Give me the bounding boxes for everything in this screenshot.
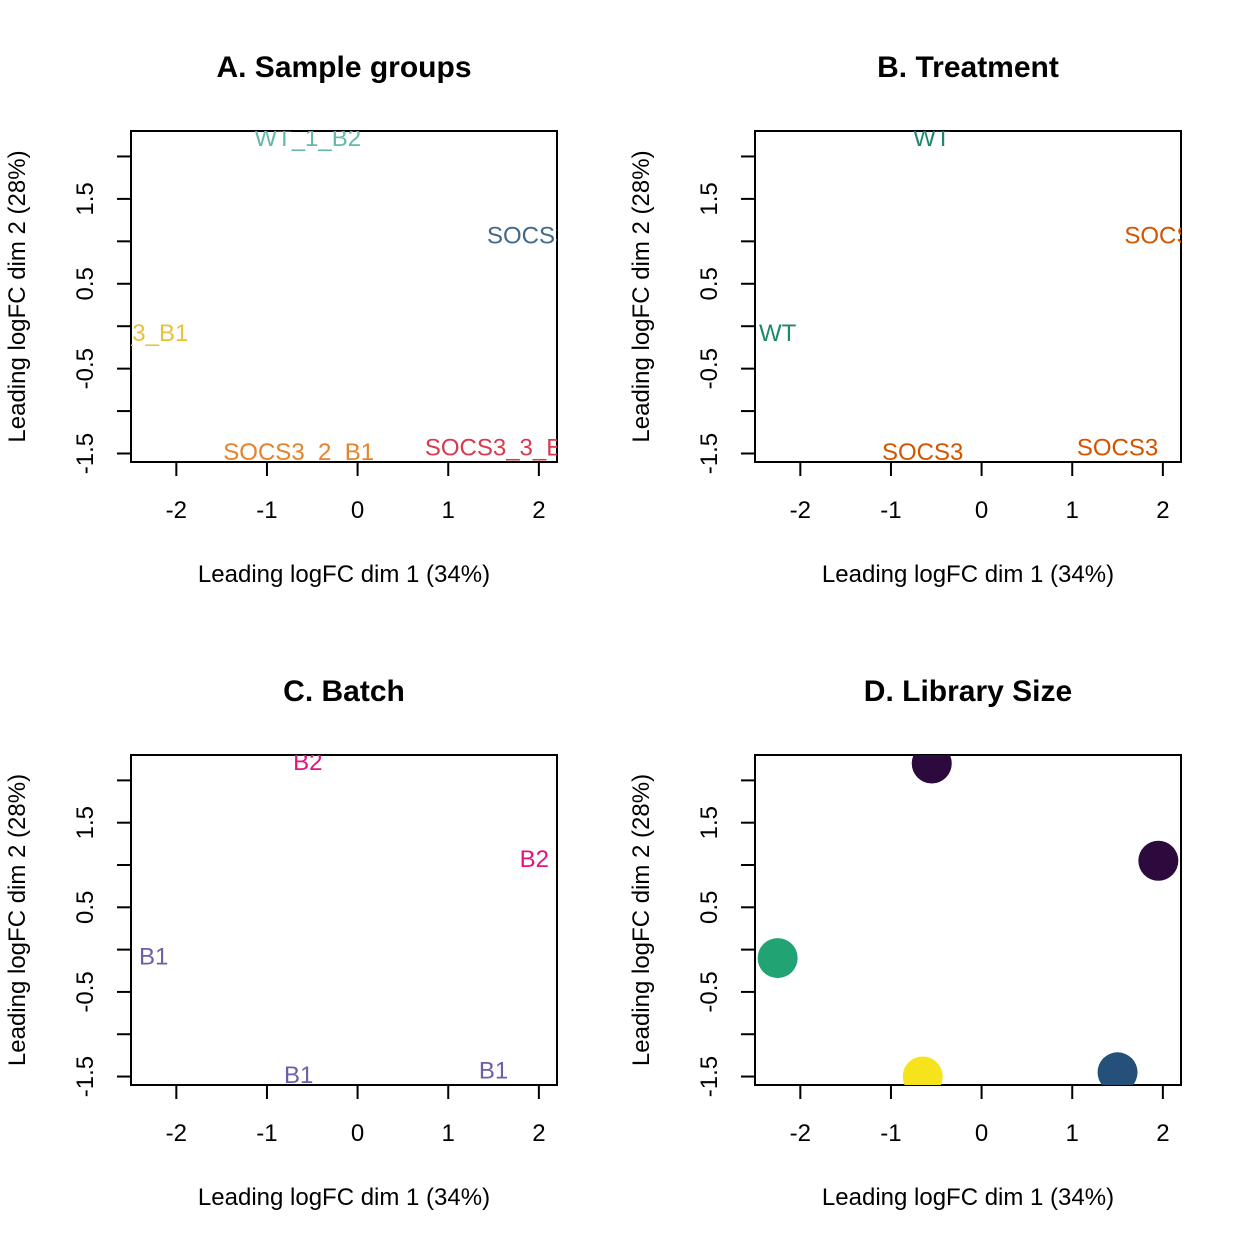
y-tick-label: -0.5 [696, 971, 723, 1012]
point-label: _3_B1 [118, 320, 188, 347]
y-tick-label: 1.5 [696, 806, 723, 839]
y-tick-label: 0.5 [72, 267, 99, 300]
chart-panel-3: C. Batch -2 -1 0 1 2 -1.5 -0.5 0.5 1.5 Leading log… [4, 675, 558, 1211]
x-tick-label: -1 [256, 497, 277, 524]
x-tick-label: 0 [975, 497, 988, 524]
x-axis-label: Leading logFC dim 1 (34%) [822, 561, 1114, 588]
y-axis-label: Leading logFC dim 2 (28%) [628, 150, 655, 442]
chart-panel-2: B. Treatment -2 -1 0 1 2 -1.5 -0.5 0.5 1.5 Leading… [628, 51, 1192, 588]
x-tick-label: -2 [166, 1120, 187, 1147]
y-tick-label: 1.5 [696, 182, 723, 215]
chart-panel-4: D. Library Size -2 -1 0 1 2 -1.5 -0.5 0.5 1.5 Lead… [628, 675, 1182, 1211]
point-label: B1 [479, 1058, 508, 1085]
data-points: WT SOCS WT SOCS3 SOCS3 [759, 125, 1192, 466]
y-tick-label: -0.5 [72, 971, 99, 1012]
x-tick-label: 1 [1066, 497, 1079, 524]
chart-panel-1: A. Sample groups -2 -1 0 1 2 -1.5 -0.5 0.5 1.5 Lea… [4, 51, 582, 588]
data-point [1097, 1052, 1138, 1085]
point-label: WT_1_B2 [254, 125, 361, 152]
point-label: SOCS3 [1077, 435, 1158, 462]
point-label: SOCS3_2_B1 [223, 439, 374, 466]
point-label: WT [913, 125, 951, 152]
point-label: B2 [293, 749, 322, 776]
point-label: B1 [284, 1062, 313, 1089]
x-tick-label: 2 [1156, 1120, 1169, 1147]
x-axis-label: Leading logFC dim 1 (34%) [198, 561, 490, 588]
y-tick-label: 0.5 [72, 891, 99, 924]
x-tick-label: 1 [442, 1120, 455, 1147]
point-label: SOCS3_ [487, 222, 582, 249]
y-tick-label: -1.5 [696, 1056, 723, 1097]
x-axis-label: Leading logFC dim 1 (34%) [198, 1184, 490, 1211]
y-tick-label: 0.5 [696, 891, 723, 924]
point-label: SOCS3_3_B [425, 435, 562, 462]
y-tick-label: 1.5 [72, 182, 99, 215]
y-tick-label: -0.5 [696, 348, 723, 389]
chart-title: A. Sample groups [216, 51, 471, 84]
plot-frame [754, 130, 1182, 463]
data-point [911, 755, 952, 784]
y-tick-label: -0.5 [72, 348, 99, 389]
y-axis-label: Leading logFC dim 2 (28%) [4, 150, 31, 442]
y-tick-label: -1.5 [72, 433, 99, 474]
x-tick-label: -1 [880, 497, 901, 524]
point-label: B1 [139, 943, 168, 970]
point-label: B2 [520, 846, 549, 873]
y-axis-label: Leading logFC dim 2 (28%) [628, 774, 655, 1066]
x-tick-label: 0 [975, 1120, 988, 1147]
x-tick-label: 2 [532, 1120, 545, 1147]
data-point [902, 1056, 943, 1085]
plot-frame [130, 130, 558, 463]
x-tick-label: -2 [166, 497, 187, 524]
y-tick-label: 1.5 [72, 806, 99, 839]
data-point [757, 938, 798, 979]
chart-title: B. Treatment [877, 51, 1059, 84]
x-tick-label: -2 [790, 497, 811, 524]
plot-frame [130, 754, 558, 1086]
y-tick-label: -1.5 [696, 433, 723, 474]
y-tick-label: 0.5 [696, 267, 723, 300]
x-tick-label: 1 [442, 497, 455, 524]
plot-frame [754, 754, 1182, 1086]
y-tick-label: -1.5 [72, 1056, 99, 1097]
data-points [757, 755, 1179, 1085]
y-axis-label: Leading logFC dim 2 (28%) [4, 774, 31, 1066]
data-points: B2 B2 B1 B1 B1 [139, 749, 549, 1089]
x-tick-label: -1 [880, 1120, 901, 1147]
data-points: WT_1_B2 SOCS3_ _3_B1 SOCS3_2_B1 SOCS3_3_B [118, 125, 582, 466]
x-tick-label: 1 [1066, 1120, 1079, 1147]
x-tick-label: 0 [351, 497, 364, 524]
point-label: SOCS [1124, 222, 1192, 249]
x-tick-label: -2 [790, 1120, 811, 1147]
point-label: WT [759, 320, 797, 347]
chart-title: D. Library Size [864, 675, 1072, 708]
point-label: SOCS3 [882, 439, 963, 466]
x-axis-label: Leading logFC dim 1 (34%) [822, 1184, 1114, 1211]
x-tick-label: 0 [351, 1120, 364, 1147]
x-tick-label: -1 [256, 1120, 277, 1147]
x-tick-label: 2 [1156, 497, 1169, 524]
data-point [1138, 840, 1179, 881]
chart-title: C. Batch [283, 675, 405, 708]
x-tick-label: 2 [532, 497, 545, 524]
